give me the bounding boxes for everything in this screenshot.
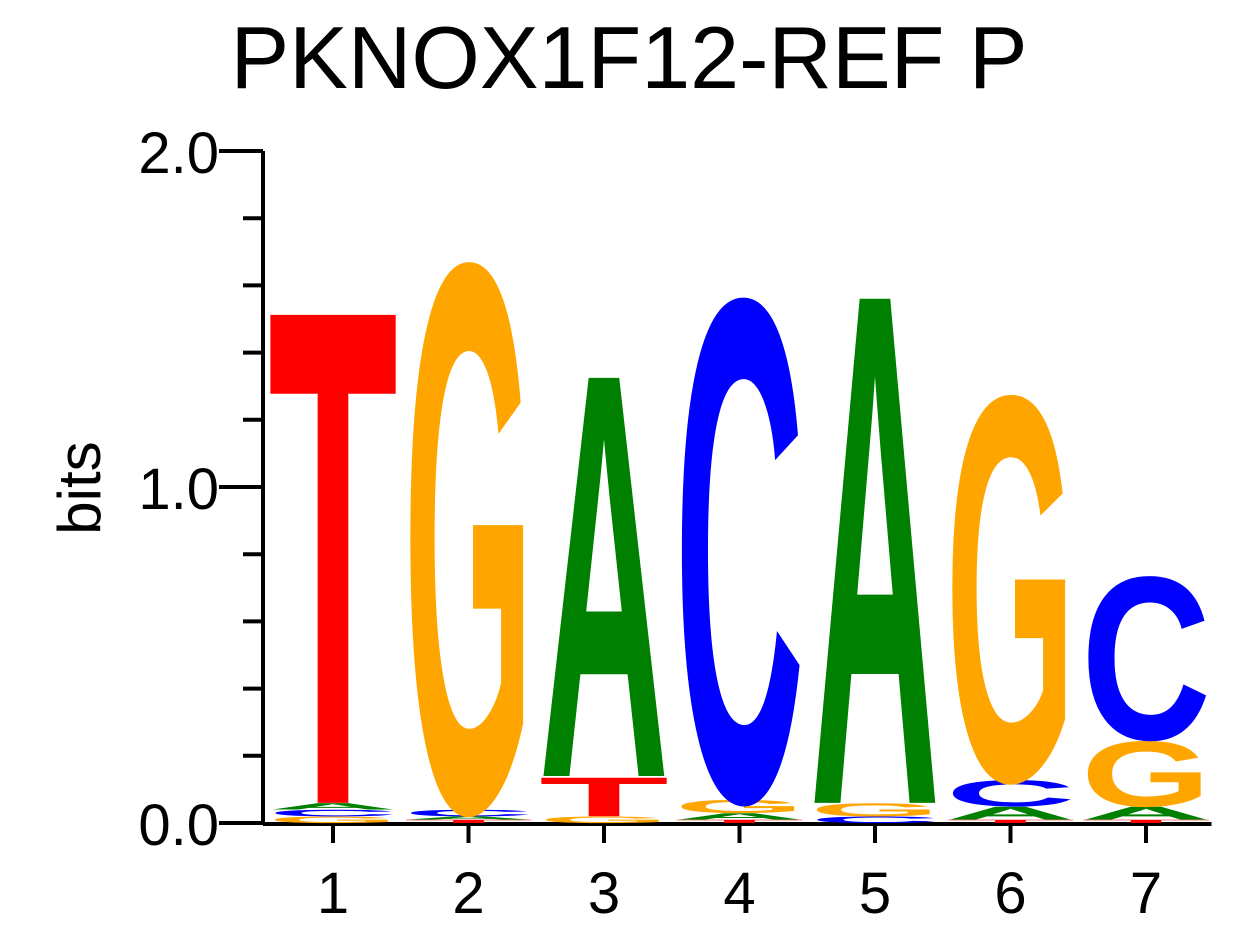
logo-letter-A: A — [810, 141, 940, 942]
y-axis-label: bits — [46, 441, 113, 534]
y-tick-label: 1.0 — [138, 457, 219, 522]
x-tick-label: 5 — [859, 861, 891, 926]
logo-letter-A: A — [268, 801, 398, 811]
logo-letter-G: G — [404, 101, 534, 942]
chart-title: PKNOX1F12-REF P — [230, 8, 1027, 107]
logo-letter-C: C — [1081, 528, 1211, 789]
logo-letter-T: T — [539, 766, 669, 829]
logo-letter-T: T — [1081, 819, 1211, 824]
logo-letter-A: A — [539, 252, 669, 899]
logo-letter-T: T — [404, 819, 534, 824]
axes: 0.0 1.0 2.0 1 2 3 4 5 6 7 — [138, 121, 1212, 926]
y-tick-label: 0.0 — [138, 793, 219, 858]
x-tick-label: 1 — [317, 861, 349, 926]
logo-letter-A: A — [946, 803, 1076, 824]
logo-letter-C: C — [675, 151, 805, 942]
logo-letter-G: G — [946, 283, 1076, 897]
logo-letter-C: C — [404, 808, 534, 818]
x-tick-label: 2 — [452, 861, 484, 926]
logo-letter-C: C — [268, 808, 398, 818]
logo-letter-G: G — [1081, 721, 1211, 826]
logo-letter-G: G — [675, 796, 805, 817]
x-tick-label: 7 — [1130, 861, 1162, 926]
logo-letter-A: A — [1081, 803, 1211, 824]
logo-letter-T: T — [946, 819, 1076, 824]
logo-letter-T: T — [268, 161, 398, 942]
y-tick-label: 2.0 — [138, 121, 219, 186]
logo-letter-A: A — [404, 815, 534, 820]
logo-letter-C: C — [946, 772, 1076, 814]
logo-letter-G: G — [268, 815, 398, 825]
logo-letter-G: G — [810, 799, 940, 820]
logo-letter-C: C — [810, 815, 940, 825]
logo-letter-A: A — [675, 811, 805, 821]
x-tick-label: 3 — [588, 861, 620, 926]
logo-letter-G: G — [539, 815, 669, 825]
logo-letter-T: T — [675, 819, 805, 824]
x-tick-label: 6 — [994, 861, 1026, 926]
x-tick-label: 4 — [723, 861, 755, 926]
